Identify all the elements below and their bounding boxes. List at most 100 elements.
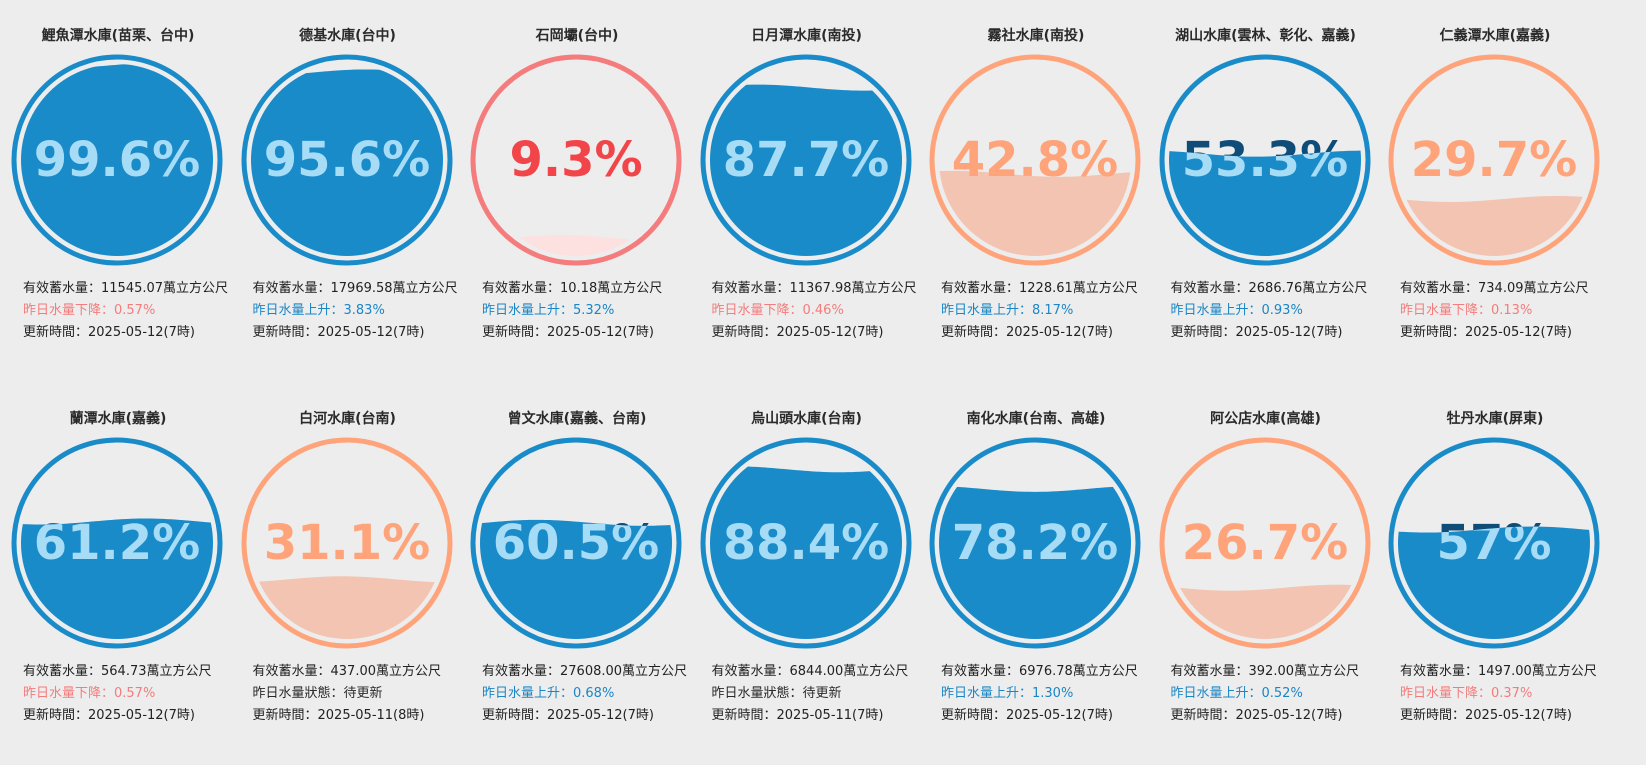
reservoir-name: 阿公店水庫(高雄) <box>1210 411 1321 427</box>
update-time: 更新時間：2025-05-12(7時) <box>1170 325 1343 340</box>
effective-capacity: 有效蓄水量：17969.58萬立方公尺 <box>252 281 458 296</box>
water-level-gauge: 57%57% <box>1388 437 1600 649</box>
gauge-ring <box>11 437 223 649</box>
reservoir-info: 有效蓄水量：11545.07萬立方公尺 昨日水量下降：0.57% 更新時間：2025… <box>23 278 233 344</box>
update-time: 更新時間：2025-05-12(7時) <box>941 708 1113 723</box>
reservoir-info: 有效蓄水量：392.00萬立方公尺 昨日水量上升：0.52% 更新時間：2025-0… <box>1171 661 1381 727</box>
water-level-gauge: 95.6%95.6% <box>241 54 452 266</box>
effective-capacity: 有效蓄水量：10.18萬立方公尺 <box>482 281 663 296</box>
daily-trend: 昨日水量下降：0.37% <box>1400 686 1533 701</box>
reservoir-name: 鯉魚潭水庫(苗栗、台中) <box>41 28 195 44</box>
effective-capacity: 有效蓄水量：6844.00萬立方公尺 <box>711 664 909 679</box>
water-fill <box>21 518 213 639</box>
daily-trend: 昨日水量上升：3.83% <box>252 303 385 318</box>
daily-trend: 昨日水量下降：0.46% <box>711 303 844 318</box>
update-time: 更新時間：2025-05-12(7時) <box>1400 325 1572 340</box>
reservoir-info: 有效蓄水量：1228.61萬立方公尺 昨日水量上升：8.17% 更新時間：2025-… <box>941 278 1151 344</box>
effective-capacity: 有效蓄水量：392.00萬立方公尺 <box>1170 664 1360 679</box>
update-time: 更新時間：2025-05-12(7時) <box>711 325 884 340</box>
water-fill <box>709 84 902 256</box>
effective-capacity: 有效蓄水量：2686.76萬立方公尺 <box>1170 281 1368 296</box>
water-fill <box>939 485 1131 639</box>
reservoir-name: 日月潭水庫(南投) <box>751 28 862 44</box>
reservoir-name: 曾文水庫(嘉義、台南) <box>507 411 647 427</box>
daily-trend: 昨日水量上升：0.93% <box>1170 303 1303 318</box>
percent-label: 95.6% <box>263 132 430 188</box>
reservoir-name: 仁義潭水庫(嘉義) <box>1439 28 1551 44</box>
reservoir-name: 霧社水庫(南投) <box>987 28 1085 44</box>
daily-trend: 昨日水量下降：0.57% <box>23 686 156 701</box>
percent-label-back: 29.7% <box>1411 132 1578 188</box>
water-level-gauge: 26.7%26.7% <box>1159 437 1370 649</box>
reservoir-info: 有效蓄水量：17969.58萬立方公尺 昨日水量上升：3.83% 更新時間：2025… <box>253 278 463 344</box>
water-level-gauge: 53.3%53.3% <box>1159 54 1370 266</box>
daily-trend: 昨日水量上升：0.52% <box>1170 686 1303 701</box>
reservoir-name: 南化水庫(台南、高雄) <box>966 411 1106 427</box>
water-fill <box>480 519 672 639</box>
effective-capacity: 有效蓄水量：734.09萬立方公尺 <box>1400 281 1589 296</box>
water-level-gauge: 9.3%9.3% <box>470 54 682 266</box>
water-level-gauge: 78.2%78.2% <box>929 437 1141 649</box>
gauge-ring <box>470 437 682 649</box>
update-time: 更新時間：2025-05-12(7時) <box>23 325 195 340</box>
gauge-ring <box>470 54 682 266</box>
percent-label: 57% <box>1437 515 1552 571</box>
water-level-gauge: 29.7%29.7% <box>1388 54 1600 266</box>
update-time: 更新時間：2025-05-12(7時) <box>252 325 425 340</box>
water-fill <box>250 69 443 256</box>
percent-label: 60.5% <box>493 515 660 571</box>
daily-trend: 昨日水量上升：5.32% <box>482 303 615 318</box>
reservoir-name: 德基水庫(台中) <box>299 28 396 44</box>
reservoir-info: 有效蓄水量：6844.00萬立方公尺 昨日水量狀態：待更新更新時間：2025-05… <box>712 661 922 727</box>
percent-label-back: 26.7% <box>1181 515 1348 571</box>
effective-capacity: 有效蓄水量：437.00萬立方公尺 <box>252 664 442 679</box>
water-fill <box>21 64 213 256</box>
daily-trend: 昨日水量上升：8.17% <box>941 303 1074 318</box>
update-time: 更新時間：2025-05-11(7時) <box>711 708 884 723</box>
water-level-gauge: 60.5%60.5% <box>470 437 682 649</box>
effective-capacity: 有效蓄水量：1228.61萬立方公尺 <box>941 281 1138 296</box>
daily-trend: 昨日水量上升：1.30% <box>941 686 1074 701</box>
reservoir-info: 有效蓄水量：10.18萬立方公尺 昨日水量上升：5.32% 更新時間：2025-05… <box>482 278 692 344</box>
water-fill <box>709 466 902 639</box>
water-fill <box>1168 150 1361 256</box>
update-time: 更新時間：2025-05-12(7時) <box>482 325 654 340</box>
percent-label: 78.2% <box>952 515 1119 571</box>
water-level-gauge: 88.4%88.4% <box>700 437 911 649</box>
gauge-ring <box>1159 437 1370 649</box>
effective-capacity: 有效蓄水量：564.73萬立方公尺 <box>23 664 212 679</box>
percent-label-back: 31.1% <box>263 515 430 571</box>
percent-label: 87.7% <box>722 132 889 188</box>
reservoir-info: 有效蓄水量：6976.78萬立方公尺 昨日水量上升：1.30% 更新時間：2025-… <box>941 661 1151 727</box>
daily-trend: 昨日水量下降：0.13% <box>1400 303 1533 318</box>
water-level-gauge: 42.8%42.8% <box>929 54 1141 266</box>
reservoir-info: 有效蓄水量：1497.00萬立方公尺 昨日水量下降：0.37% 更新時間：2025-… <box>1400 661 1610 727</box>
reservoir-info: 有效蓄水量：11367.98萬立方公尺 昨日水量下降：0.46% 更新時間：2025… <box>712 278 922 344</box>
gauge-ring <box>11 54 223 266</box>
water-level-gauge: 87.7%87.7% <box>700 54 911 266</box>
effective-capacity: 有效蓄水量：27608.00萬立方公尺 <box>482 664 688 679</box>
gauge-ring <box>241 437 452 649</box>
reservoir-info: 有效蓄水量：734.09萬立方公尺 昨日水量下降：0.13% 更新時間：2025-0… <box>1400 278 1610 344</box>
percent-label: 88.4% <box>722 515 889 571</box>
update-time: 更新時間：2025-05-12(7時) <box>1400 708 1572 723</box>
water-fill <box>1398 526 1590 639</box>
gauge-ring <box>929 54 1141 266</box>
reservoir-name: 石岡壩(台中) <box>535 28 619 44</box>
daily-trend: 昨日水量上升：0.68% <box>482 686 615 701</box>
effective-capacity: 有效蓄水量：11545.07萬立方公尺 <box>23 281 229 296</box>
water-level-gauge: 31.1%31.1% <box>241 437 452 649</box>
daily-trend: 昨日水量狀態：待更新 <box>252 686 383 701</box>
gauge-ring <box>700 54 911 266</box>
water-level-gauge: 99.6%99.6% <box>11 54 223 266</box>
gauge-ring <box>1159 54 1370 266</box>
update-time: 更新時間：2025-05-12(7時) <box>1170 708 1343 723</box>
reservoir-name: 蘭潭水庫(嘉義) <box>69 411 167 427</box>
effective-capacity: 有效蓄水量：1497.00萬立方公尺 <box>1400 664 1597 679</box>
percent-label: 61.2% <box>34 515 201 571</box>
reservoir-name: 牡丹水庫(屏東) <box>1446 411 1544 427</box>
gauge-ring <box>241 54 452 266</box>
daily-trend: 昨日水量狀態：待更新 <box>711 686 842 701</box>
gauge-ring <box>1388 54 1600 266</box>
